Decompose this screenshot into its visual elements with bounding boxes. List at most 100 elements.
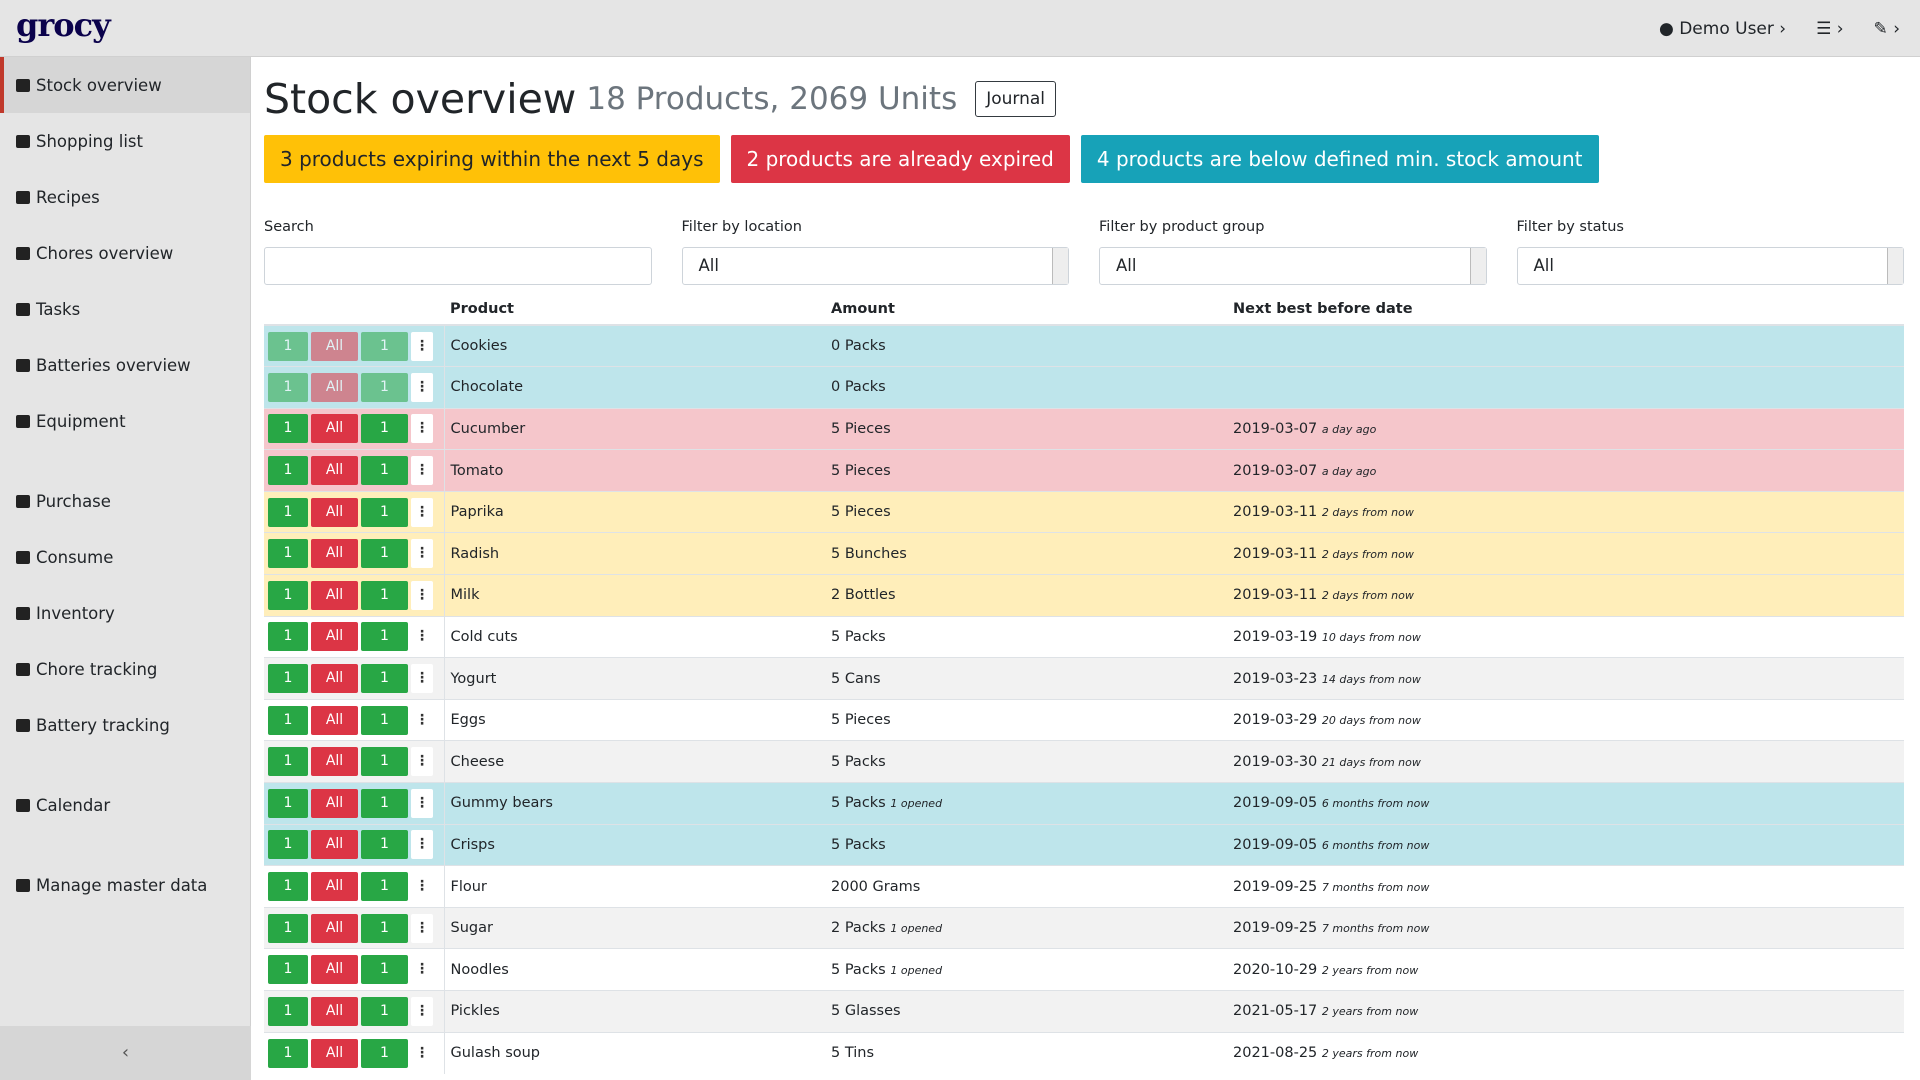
nav-item[interactable]: Batteries overview bbox=[0, 337, 250, 393]
nav-item[interactable]: Shopping list bbox=[0, 113, 250, 169]
action-button[interactable]: 1 bbox=[268, 539, 308, 569]
nav-item[interactable]: Calendar bbox=[0, 777, 250, 833]
more-button[interactable]: ⋮ bbox=[411, 872, 433, 902]
more-button[interactable]: ⋮ bbox=[411, 705, 433, 735]
action-button[interactable]: All bbox=[311, 580, 358, 610]
more-button[interactable]: ⋮ bbox=[411, 539, 433, 569]
nav-item[interactable]: Recipes bbox=[0, 169, 250, 225]
action-button[interactable]: All bbox=[311, 705, 358, 735]
action-button[interactable]: 1 bbox=[361, 497, 408, 527]
action-button[interactable]: 1 bbox=[268, 872, 308, 902]
action-button[interactable]: All bbox=[311, 747, 358, 777]
action-button[interactable]: 1 bbox=[268, 331, 308, 361]
action-button[interactable]: 1 bbox=[268, 788, 308, 818]
action-button[interactable]: 1 bbox=[361, 788, 408, 818]
action-button[interactable]: 1 bbox=[361, 913, 408, 943]
action-button[interactable]: 1 bbox=[268, 913, 308, 943]
more-button[interactable]: ⋮ bbox=[411, 996, 433, 1026]
filter-input[interactable]: All bbox=[681, 247, 1069, 285]
action-button[interactable]: 1 bbox=[361, 872, 408, 902]
action-button[interactable]: 1 bbox=[268, 580, 308, 610]
nav-item[interactable]: Purchase bbox=[0, 473, 250, 529]
action-button[interactable]: All bbox=[311, 664, 358, 694]
logo[interactable]: grocy bbox=[16, 6, 111, 44]
journal-button[interactable]: Journal bbox=[975, 81, 1057, 117]
action-button[interactable]: 1 bbox=[268, 705, 308, 735]
action-button[interactable]: 1 bbox=[268, 1038, 308, 1068]
action-button[interactable]: All bbox=[311, 872, 358, 902]
alert[interactable]: 3 products expiring within the next 5 da… bbox=[264, 135, 720, 183]
more-button[interactable]: ⋮ bbox=[411, 622, 433, 652]
action-button[interactable]: All bbox=[311, 830, 358, 860]
action-button[interactable]: All bbox=[311, 456, 358, 486]
action-button[interactable]: 1 bbox=[361, 830, 408, 860]
filter-input[interactable]: All bbox=[1099, 247, 1487, 285]
action-button[interactable]: All bbox=[311, 414, 358, 444]
nav-item[interactable]: Chores overview bbox=[0, 225, 250, 281]
settings[interactable]: ☰ › bbox=[1816, 18, 1844, 39]
action-button[interactable]: 1 bbox=[268, 372, 308, 402]
nav-item[interactable]: Inventory bbox=[0, 585, 250, 641]
more-button[interactable]: ⋮ bbox=[411, 1038, 433, 1068]
column-header[interactable]: Amount bbox=[825, 293, 1227, 326]
action-button[interactable]: 1 bbox=[268, 664, 308, 694]
filter-input[interactable] bbox=[264, 247, 652, 285]
action-button[interactable]: 1 bbox=[361, 372, 408, 402]
more-button[interactable]: ⋮ bbox=[411, 955, 433, 985]
action-button[interactable]: 1 bbox=[268, 955, 308, 985]
more-button[interactable]: ⋮ bbox=[411, 497, 433, 527]
action-button[interactable]: 1 bbox=[268, 622, 308, 652]
nav-item[interactable]: Tasks bbox=[0, 281, 250, 337]
tools[interactable]: ✎ › bbox=[1873, 18, 1900, 39]
alert[interactable]: 4 products are below defined min. stock … bbox=[1080, 135, 1599, 183]
nav-item[interactable]: Chore tracking bbox=[0, 641, 250, 697]
nav-item[interactable]: Consume bbox=[0, 529, 250, 585]
alert[interactable]: 2 products are already expired bbox=[730, 135, 1070, 183]
collapse[interactable]: ‹ bbox=[0, 1026, 251, 1080]
action-button[interactable]: All bbox=[311, 372, 358, 402]
action-button[interactable]: All bbox=[311, 788, 358, 818]
column-header[interactable]: Product bbox=[444, 293, 825, 326]
action-button[interactable]: All bbox=[311, 539, 358, 569]
more-button[interactable]: ⋮ bbox=[411, 414, 433, 444]
nav-item[interactable]: Manage master data bbox=[0, 857, 250, 913]
action-button[interactable]: 1 bbox=[361, 414, 408, 444]
action-button[interactable]: 1 bbox=[361, 955, 408, 985]
nav-item[interactable]: Battery tracking bbox=[0, 697, 250, 753]
action-button[interactable]: 1 bbox=[268, 456, 308, 486]
more-button[interactable]: ⋮ bbox=[411, 456, 433, 486]
action-button[interactable]: 1 bbox=[268, 747, 308, 777]
more-button[interactable]: ⋮ bbox=[411, 747, 433, 777]
action-button[interactable]: All bbox=[311, 913, 358, 943]
action-button[interactable]: 1 bbox=[268, 414, 308, 444]
action-button[interactable]: All bbox=[311, 622, 358, 652]
action-button[interactable]: 1 bbox=[361, 456, 408, 486]
action-button[interactable]: 1 bbox=[268, 830, 308, 860]
user[interactable]: ● Demo User › bbox=[1658, 18, 1787, 39]
filter-input[interactable]: All bbox=[1516, 247, 1904, 285]
more-button[interactable]: ⋮ bbox=[411, 913, 433, 943]
action-button[interactable]: 1 bbox=[361, 747, 408, 777]
action-button[interactable]: All bbox=[311, 497, 358, 527]
more-button[interactable]: ⋮ bbox=[411, 580, 433, 610]
action-button[interactable]: 1 bbox=[361, 539, 408, 569]
action-button[interactable]: 1 bbox=[361, 580, 408, 610]
column-header[interactable]: Next best before date bbox=[1227, 293, 1904, 326]
more-button[interactable]: ⋮ bbox=[411, 788, 433, 818]
more-button[interactable]: ⋮ bbox=[411, 372, 433, 402]
action-button[interactable]: All bbox=[311, 331, 358, 361]
action-button[interactable]: 1 bbox=[361, 996, 408, 1026]
more-button[interactable]: ⋮ bbox=[411, 664, 433, 694]
action-button[interactable]: All bbox=[311, 955, 358, 985]
action-button[interactable]: 1 bbox=[268, 996, 308, 1026]
action-button[interactable]: All bbox=[311, 996, 358, 1026]
nav-item[interactable]: Stock overview bbox=[0, 57, 250, 113]
nav-item[interactable]: Equipment bbox=[0, 393, 250, 449]
action-button[interactable]: All bbox=[311, 1038, 358, 1068]
action-button[interactable]: 1 bbox=[361, 705, 408, 735]
action-button[interactable]: 1 bbox=[361, 622, 408, 652]
more-button[interactable]: ⋮ bbox=[411, 331, 433, 361]
action-button[interactable]: 1 bbox=[361, 331, 408, 361]
action-button[interactable]: 1 bbox=[361, 664, 408, 694]
action-button[interactable]: 1 bbox=[268, 497, 308, 527]
